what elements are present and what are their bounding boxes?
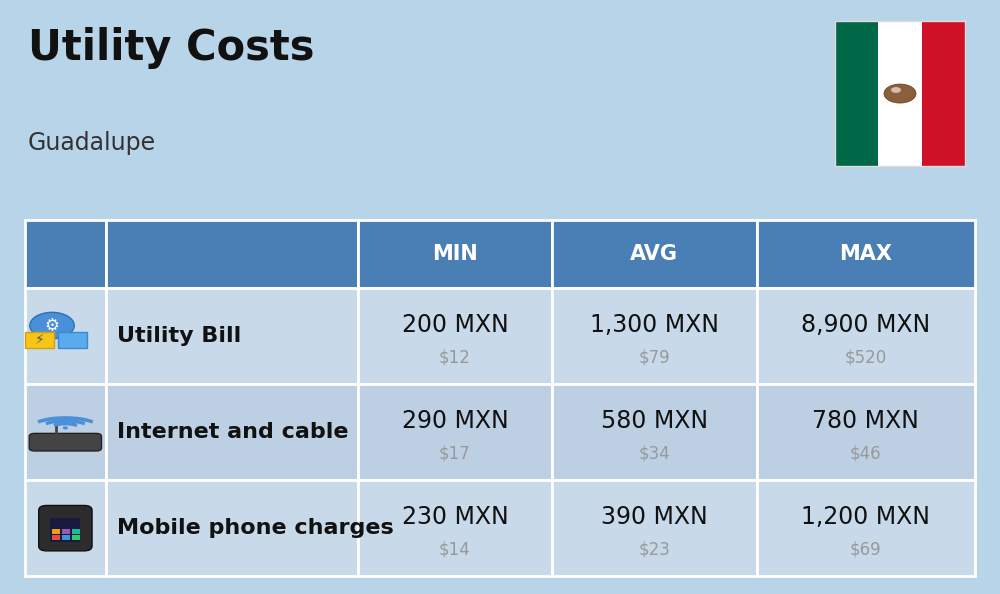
Bar — [50, 519, 80, 542]
Text: 290 MXN: 290 MXN — [402, 409, 508, 432]
Text: Mobile phone charges: Mobile phone charges — [117, 518, 394, 538]
Bar — [878, 21, 922, 166]
Text: 580 MXN: 580 MXN — [601, 409, 708, 432]
Bar — [106, 220, 358, 288]
Circle shape — [63, 426, 68, 429]
Bar — [106, 288, 358, 384]
Text: $69: $69 — [850, 541, 882, 558]
Bar — [52, 529, 60, 534]
Bar — [358, 480, 552, 576]
Bar — [552, 384, 757, 480]
Text: ⚙: ⚙ — [45, 317, 59, 334]
Bar — [106, 384, 358, 480]
Bar — [757, 384, 975, 480]
Bar — [106, 480, 358, 576]
Bar — [25, 480, 106, 576]
Bar — [72, 529, 80, 534]
Bar — [25, 288, 106, 384]
Bar — [25, 384, 106, 480]
Bar — [58, 332, 87, 347]
Text: Internet and cable: Internet and cable — [117, 422, 349, 442]
Text: $23: $23 — [638, 541, 670, 558]
Circle shape — [30, 312, 74, 339]
Text: $14: $14 — [439, 541, 471, 558]
Bar — [358, 288, 552, 384]
Text: 1,300 MXN: 1,300 MXN — [590, 312, 719, 337]
Bar — [358, 220, 552, 288]
Text: 200 MXN: 200 MXN — [402, 312, 508, 337]
Text: $34: $34 — [638, 444, 670, 462]
Bar — [72, 535, 80, 540]
Text: Utility Bill: Utility Bill — [117, 326, 241, 346]
Bar — [25, 332, 54, 347]
Text: $17: $17 — [439, 444, 471, 462]
Bar — [552, 480, 757, 576]
Bar — [835, 21, 965, 166]
Text: AVG: AVG — [630, 244, 678, 264]
Bar — [358, 384, 552, 480]
Circle shape — [884, 84, 916, 103]
Bar — [757, 288, 975, 384]
FancyBboxPatch shape — [29, 434, 101, 451]
Bar — [25, 220, 106, 288]
Bar — [757, 480, 975, 576]
Text: 780 MXN: 780 MXN — [812, 409, 919, 432]
Bar — [62, 529, 70, 534]
Text: $520: $520 — [845, 348, 887, 366]
Text: MAX: MAX — [839, 244, 892, 264]
FancyBboxPatch shape — [39, 505, 92, 551]
Text: Utility Costs: Utility Costs — [28, 27, 314, 69]
Bar — [757, 220, 975, 288]
Text: 1,200 MXN: 1,200 MXN — [801, 505, 930, 529]
Bar — [922, 21, 965, 166]
Text: 230 MXN: 230 MXN — [402, 505, 508, 529]
Circle shape — [891, 87, 901, 93]
Text: $12: $12 — [439, 348, 471, 366]
Text: $79: $79 — [639, 348, 670, 366]
Text: $46: $46 — [850, 444, 882, 462]
Text: MIN: MIN — [432, 244, 478, 264]
Text: 390 MXN: 390 MXN — [601, 505, 708, 529]
Text: ⚡: ⚡ — [35, 333, 44, 347]
Text: Guadalupe: Guadalupe — [28, 131, 156, 154]
Bar — [62, 535, 70, 540]
Bar — [52, 535, 60, 540]
Bar — [552, 220, 757, 288]
Bar — [835, 21, 878, 166]
Bar — [552, 288, 757, 384]
Text: 8,900 MXN: 8,900 MXN — [801, 312, 930, 337]
